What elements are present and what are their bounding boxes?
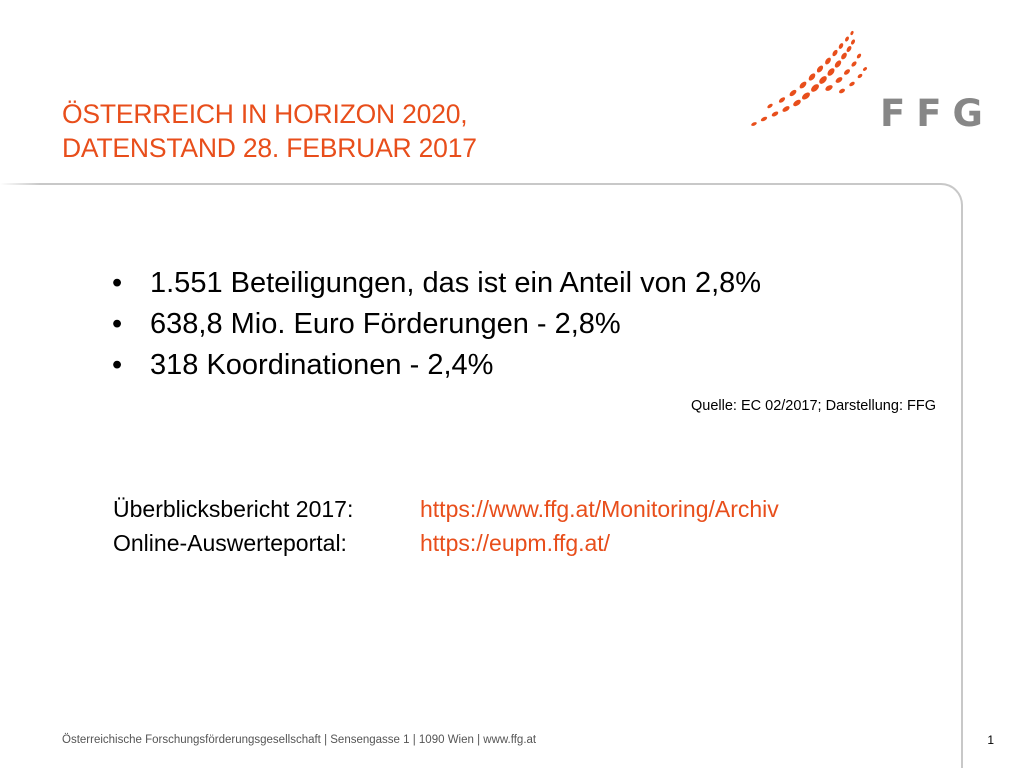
bullet-icon: •: [112, 349, 123, 381]
bullet-text: 318 Koordinationen - 2,4%: [150, 349, 494, 381]
page-number: 1: [987, 733, 994, 747]
ffg-logo-icon: [751, 30, 867, 126]
key-figures-list: • 1.551 Beteiligungen, das ist ein Antei…: [108, 263, 761, 386]
bullet-icon: •: [112, 308, 123, 340]
content-frame: [0, 183, 963, 768]
bullet-icon: •: [112, 267, 123, 299]
report-link[interactable]: https://www.ffg.at/Monitoring/Archiv: [420, 496, 779, 522]
list-item: • 318 Koordinationen - 2,4%: [108, 345, 761, 386]
list-item: • 638,8 Mio. Euro Förderungen - 2,8%: [108, 304, 761, 345]
frame-fade: [0, 181, 40, 187]
list-item: • 1.551 Beteiligungen, das ist ein Antei…: [108, 263, 761, 304]
slide-title: ÖSTERREICH IN HORIZON 2020, DATENSTAND 2…: [62, 97, 477, 165]
source-note: Quelle: EC 02/2017; Darstellung: FFG: [690, 398, 936, 414]
bullet-text: 1.551 Beteiligungen, das ist ein Anteil …: [150, 267, 762, 299]
slide-title-line-1: ÖSTERREICH IN HORIZON 2020,: [62, 99, 468, 129]
link-row-portal: Online-Auswerteportal: https://eupm.ffg.…: [113, 526, 779, 560]
slide-title-line-2: DATENSTAND 28. FEBRUAR 2017: [62, 133, 477, 163]
ffg-logo-text: FFG: [880, 92, 994, 135]
links-block: Überblicksbericht 2017: https://www.ffg.…: [113, 492, 779, 560]
portal-link[interactable]: https://eupm.ffg.at/: [420, 530, 611, 556]
footer-text: Österreichische Forschungsförderungsgese…: [62, 734, 537, 746]
link-row-report: Überblicksbericht 2017: https://www.ffg.…: [113, 492, 779, 526]
portal-label: Online-Auswerteportal:: [113, 530, 347, 556]
report-label: Überblicksbericht 2017:: [113, 496, 354, 522]
bullet-text: 638,8 Mio. Euro Förderungen - 2,8%: [150, 308, 621, 340]
